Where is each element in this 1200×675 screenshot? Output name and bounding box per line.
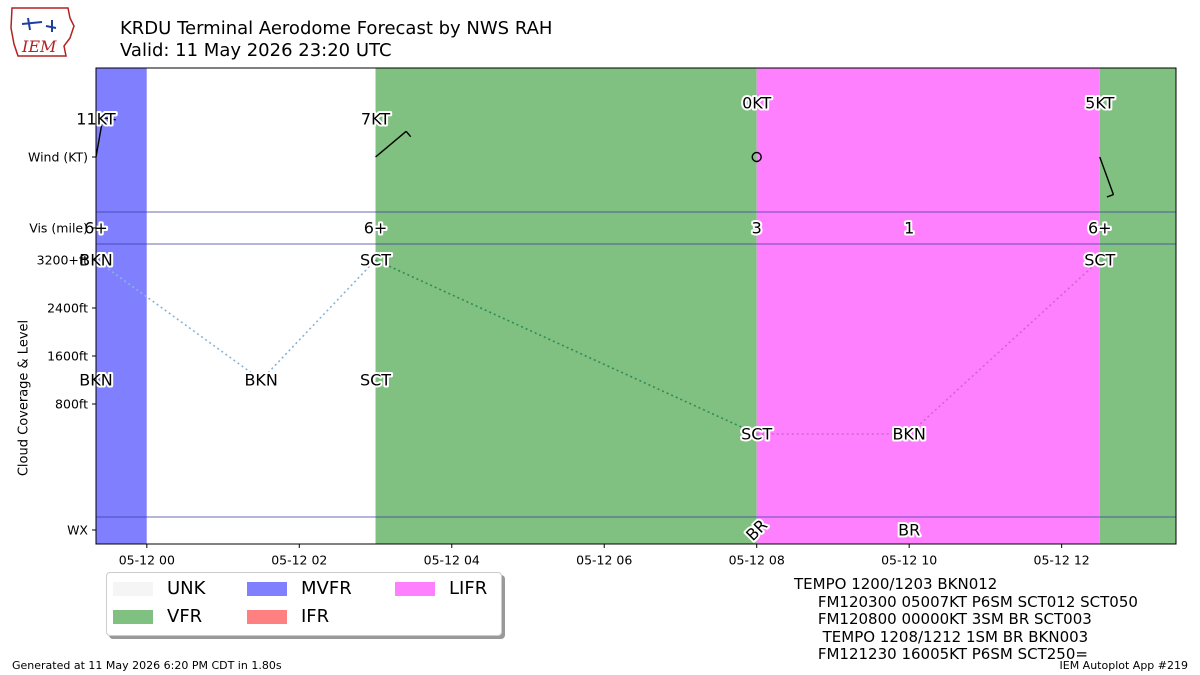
taf-line: FM121230 16005KT P6SM SCT250= <box>794 645 1088 663</box>
legend-swatch <box>395 581 435 596</box>
wind-barb-staff <box>1099 156 1115 195</box>
legend-item-unk: UNK <box>113 578 205 599</box>
y-tick-label: 1600ft <box>47 349 88 364</box>
category-band-vfr <box>375 68 757 544</box>
wind-label: 7KT <box>361 110 390 129</box>
y-tick-label: 800ft <box>55 397 88 412</box>
y-tick-label: Wind (KT) <box>28 150 88 165</box>
wind-barb-staff <box>95 117 104 158</box>
x-tick-label: 05-12 06 <box>576 553 632 568</box>
legend-swatch <box>247 609 287 624</box>
visibility-label: 1 <box>904 219 914 238</box>
category-band-none <box>146 68 376 544</box>
y-tick-label: 3200+ft <box>37 253 88 268</box>
legend-swatch <box>247 581 287 596</box>
cloud-line-0 <box>95 259 262 381</box>
x-tick-label: 05-12 12 <box>1034 553 1090 568</box>
visibility-label: 6+ <box>1088 219 1112 238</box>
plot-frame <box>95 67 1177 545</box>
legend-item-lifr: LIFR <box>395 578 487 599</box>
y-tick-label: 2400ft <box>47 301 88 316</box>
taf-text: TEMPO 1200/1203 BKN012 FM120300 05007KT … <box>794 575 1138 664</box>
wind-barb-flag <box>405 130 412 138</box>
taf-line: FM120800 00000KT 3SM BR SCT003 <box>794 610 1092 628</box>
x-tick-label: 05-12 10 <box>881 553 937 568</box>
visibility-label: 3 <box>752 219 762 238</box>
legend-label: IFR <box>301 606 330 627</box>
legend-item-ifr: IFR <box>247 606 329 627</box>
weather-label: BR <box>898 521 920 540</box>
legend-label: MVFR <box>301 578 352 599</box>
y-tick-label: Vis (mile) <box>29 221 88 236</box>
category-band-vfr <box>1099 68 1176 544</box>
cloud-layer-label: SCT <box>741 425 772 444</box>
logo-text: IEM <box>21 37 57 56</box>
legend: UNK VFR MVFR IFR LIFR <box>106 572 502 636</box>
x-tick-label: 05-12 02 <box>271 553 327 568</box>
cloud-layer-label: SCT <box>360 251 391 270</box>
wind-barb-flag <box>102 116 116 121</box>
legend-swatch <box>113 581 153 596</box>
cloud-layer-label: SCT <box>360 371 391 390</box>
taf-line: TEMPO 1200/1203 BKN012 <box>794 575 998 593</box>
visibility-label: 6+ <box>364 219 388 238</box>
category-band-mvfr <box>96 68 147 544</box>
cloud-layer-label: BKN <box>244 371 277 390</box>
legend-swatch <box>113 609 153 624</box>
wind-barb-staff <box>375 130 407 158</box>
legend-item-vfr: VFR <box>113 606 202 627</box>
legend-item-mvfr: MVFR <box>247 578 352 599</box>
cloud-layer-label: SCT <box>1084 251 1115 270</box>
cloud-layer-label: BKN <box>892 425 925 444</box>
footer-app: IEM Autoplot App #219 <box>1059 659 1189 672</box>
cloud-line-4 <box>908 259 1101 435</box>
x-tick-label: 05-12 04 <box>424 553 480 568</box>
y-tick-label: WX <box>67 523 88 538</box>
footer-generated: Generated at 11 May 2026 6:20 PM CDT in … <box>12 659 282 672</box>
wind-label: 0KT <box>742 94 771 113</box>
legend-label: LIFR <box>449 578 488 599</box>
wind-barb-flag <box>1106 193 1114 198</box>
category-band-lifr <box>756 68 1100 544</box>
chart-title: KRDU Terminal Aerodome Forecast by NWS R… <box>120 18 553 39</box>
x-tick-label: 05-12 00 <box>119 553 175 568</box>
wind-calm-marker <box>751 151 762 163</box>
legend-label: UNK <box>167 578 206 599</box>
legend-label: VFR <box>167 606 203 627</box>
x-tick-label: 05-12 08 <box>729 553 785 568</box>
taf-line: TEMPO 1208/1212 1SM BR BKN003 <box>794 627 1089 646</box>
y-axis-label: Cloud Coverage & Level <box>17 320 32 476</box>
wind-label: 5KT <box>1085 94 1114 113</box>
taf-line: FM120300 05007KT P6SM SCT012 SCT050 <box>794 592 1138 611</box>
chart-subtitle: Valid: 11 May 2026 23:20 UTC <box>120 40 392 61</box>
iem-logo-icon: IEM <box>10 7 75 57</box>
